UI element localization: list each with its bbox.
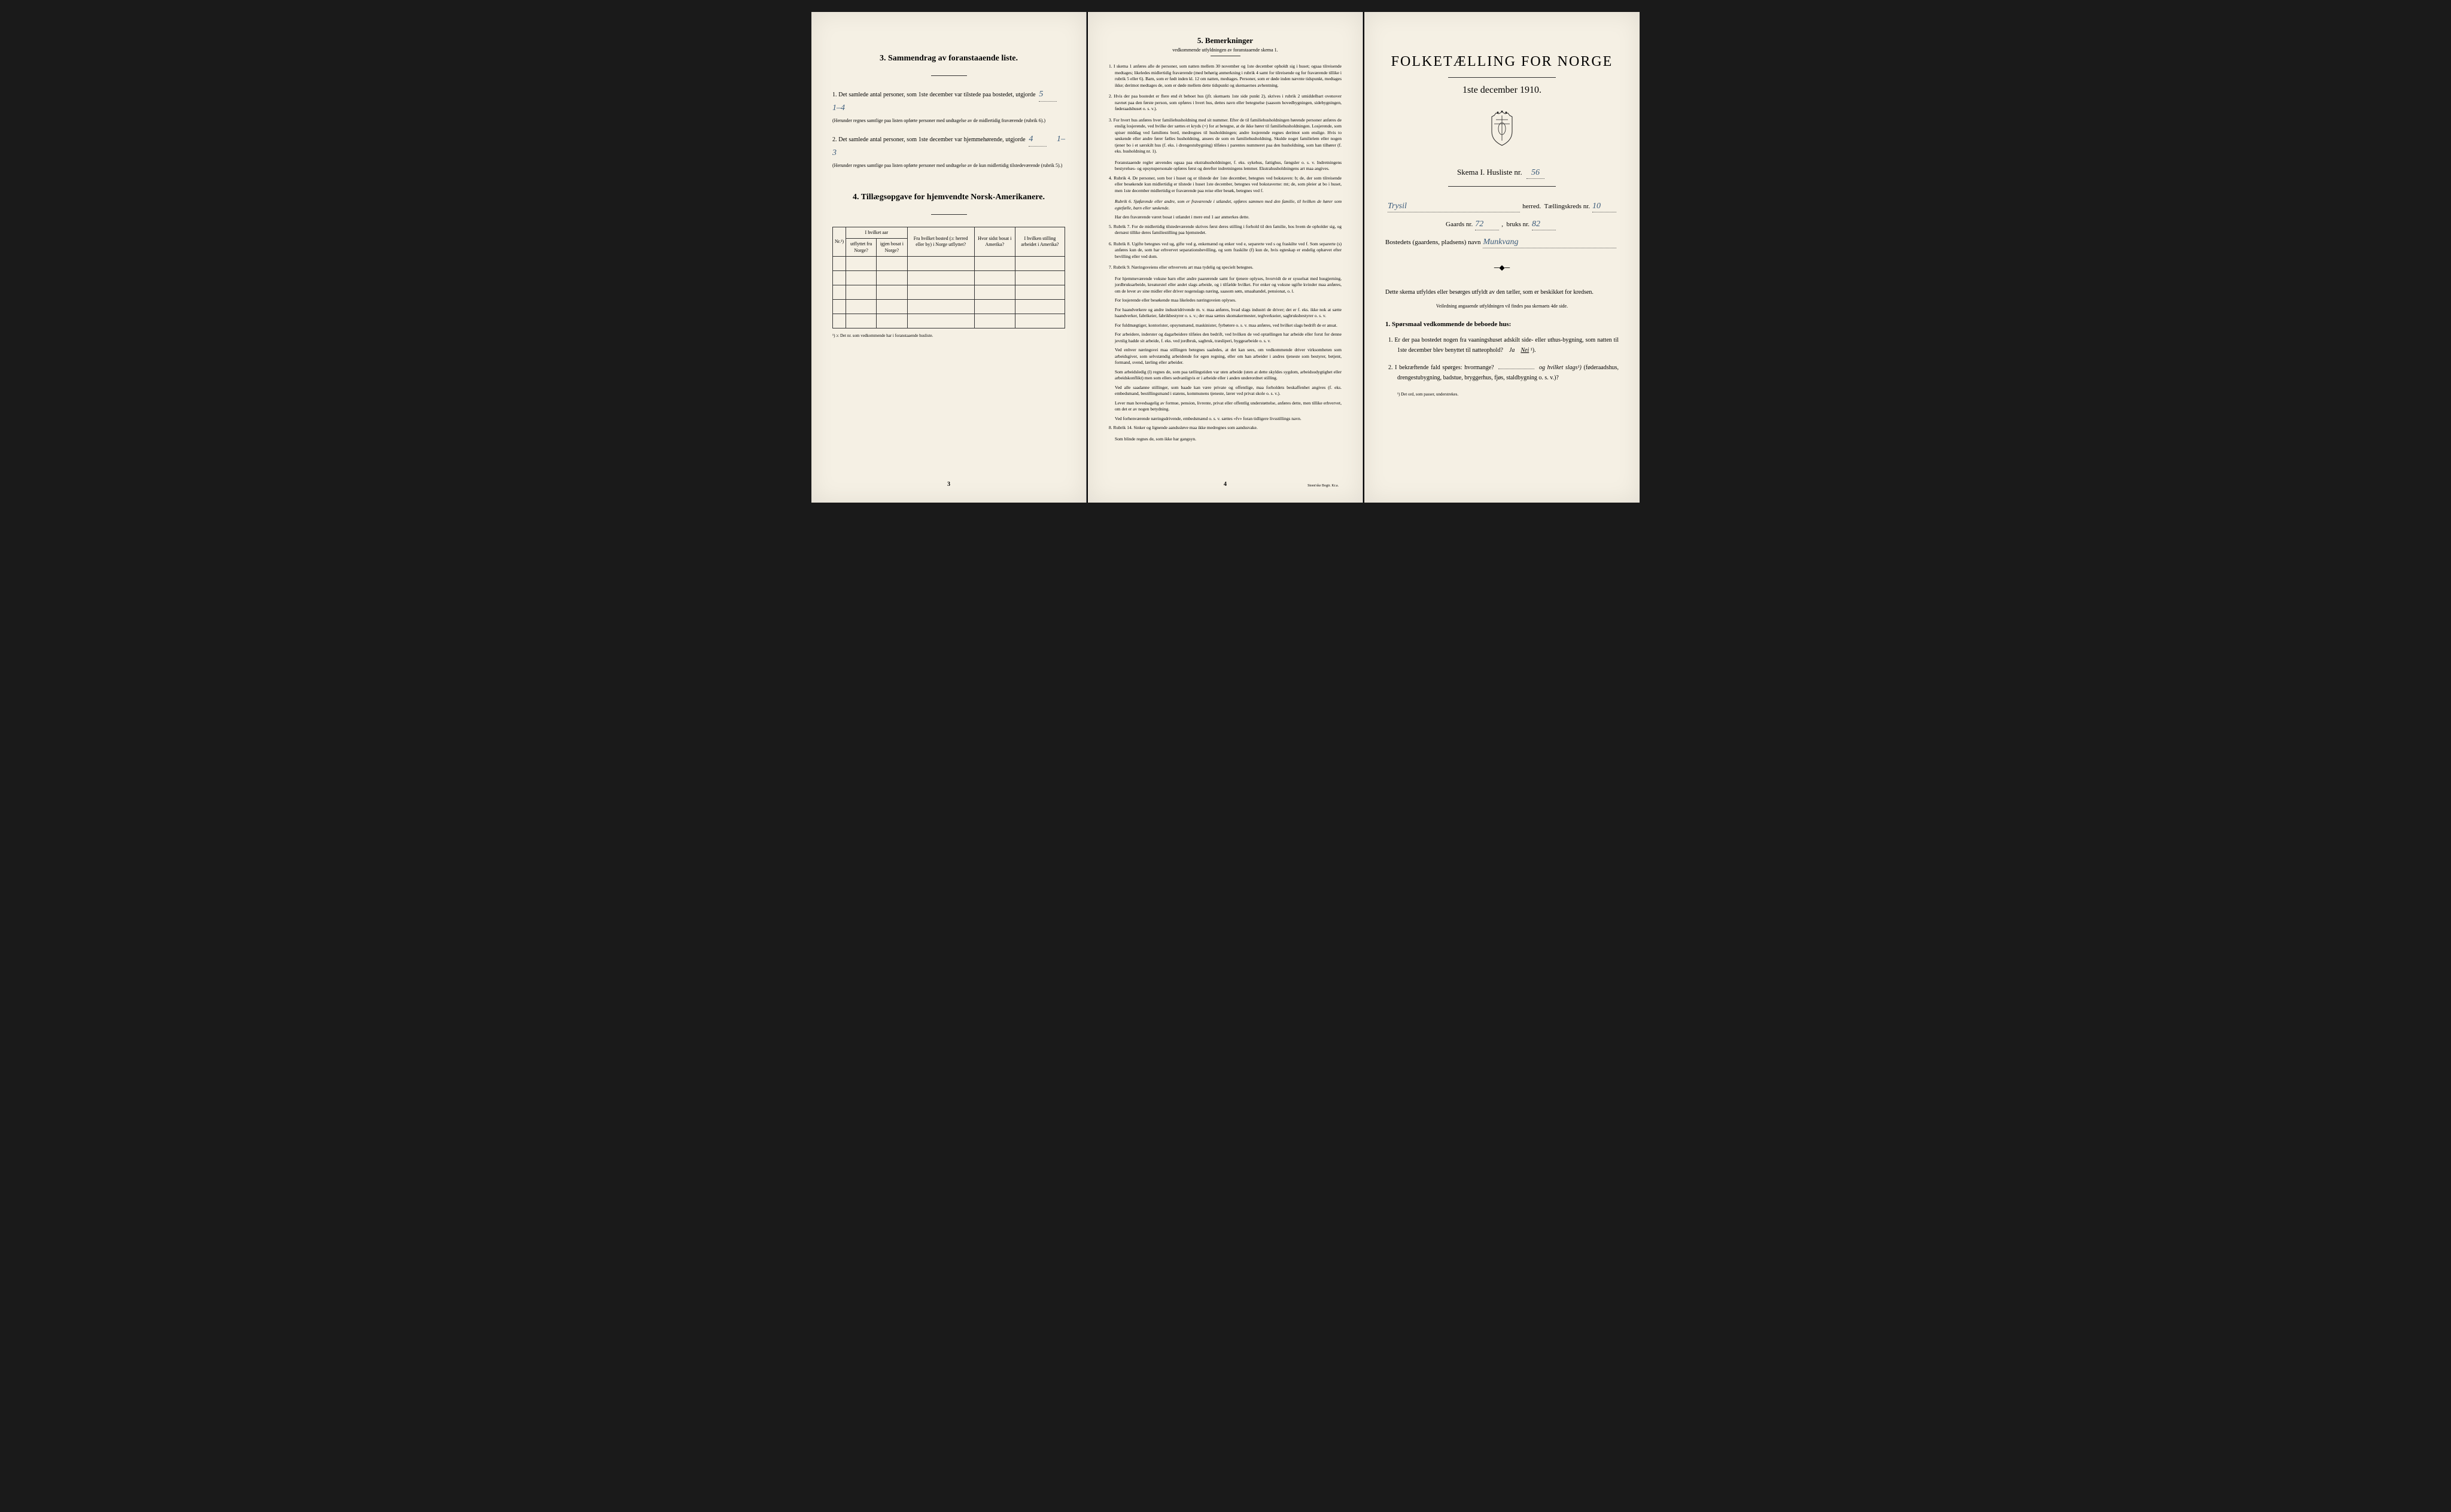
section-rule-4	[931, 214, 967, 215]
herred-line: Trysil herred. Tællingskreds nr. 10	[1385, 202, 1619, 212]
footnote: ¹) Det ord, som passer, understrekes.	[1385, 392, 1619, 397]
bosted-line: Bostedets (gaardens, pladsens) navn Munk…	[1385, 238, 1619, 248]
bruk-label: bruks nr.	[1506, 221, 1529, 228]
section3-item2: 2. Det samlede antal personer, som 1ste …	[832, 133, 1065, 169]
herred-label: herred.	[1522, 203, 1541, 210]
item1-fine: (Herunder regnes samtlige paa listen opf…	[832, 117, 1065, 124]
page-number-3: 3	[947, 481, 950, 488]
col-america: Hvor sidst bosat i Amerika?	[974, 227, 1015, 256]
herred-value: Trysil	[1388, 202, 1520, 212]
coat-of-arms-icon	[1385, 111, 1619, 150]
q1-ja: Ja	[1509, 347, 1515, 354]
page-3: 3. Sammendrag av foranstaaende liste. 1.…	[811, 12, 1087, 503]
bem-para-ledig: Som arbeidsledig (l) regnes de, som paa …	[1109, 369, 1342, 382]
bem-para-fravar: Har den fraværende været bosat i utlande…	[1109, 214, 1342, 221]
item1-extra: 1–4	[832, 104, 845, 112]
bem-para-naring: Ved enhver næringsvei maa stillingen bet…	[1109, 347, 1342, 366]
page-4: 5. Bemerkninger vedkommende utfyldningen…	[1088, 12, 1363, 503]
bemerkninger-heading: 5. Bemerkninger	[1109, 36, 1342, 45]
question-2: 2. I bekræftende fald spørges: hvormange…	[1385, 363, 1619, 383]
bem-item-1: 1. I skema 1 anføres alle de personer, s…	[1109, 63, 1342, 89]
question-1: 1. Er der paa bostedet nogen fra vaaning…	[1385, 335, 1619, 355]
ornament-icon: ─◆─	[1385, 263, 1619, 272]
skema-label: Skema I. Husliste nr.	[1457, 168, 1522, 177]
col-position: I hvilken stilling arbeidet i Amerika?	[1015, 227, 1065, 256]
gaard-value: 72	[1475, 220, 1499, 230]
section-rule	[931, 75, 967, 76]
bem-item-8: 8. Rubrik 14. Sinker og lignende aandssl…	[1109, 425, 1342, 431]
section3-item1: 1. Det samlede antal personer, som 1ste …	[832, 88, 1065, 124]
bem-item-6: 6. Rubrik 8. Ugifte betegnes ved ug, gif…	[1109, 241, 1342, 260]
q2-text: 2. I bekræftende fald spørges: hvormange…	[1388, 364, 1494, 371]
col-year: I hvilket aar	[846, 227, 908, 238]
col-from: Fra hvilket bosted (ɔ: herred eller by) …	[907, 227, 974, 256]
bem-item-2: 2. Hvis der paa bostedet er flere end ét…	[1109, 93, 1342, 112]
printer-mark: Steen'ske Bogtr. Kr.a.	[1307, 484, 1339, 488]
page-title: FOLKETÆLLING FOR NORGE 1ste december 191…	[1364, 12, 1640, 503]
bosted-value: Munkvang	[1483, 238, 1616, 248]
gaard-line: Gaards nr. 72, bruks nr. 82	[1385, 220, 1619, 230]
q1-text: 1. Er der paa bostedet nogen fra vaaning…	[1388, 337, 1619, 354]
gaard-label: Gaards nr.	[1446, 221, 1473, 228]
bem-item-4: 4. Rubrik 4. De personer, som bor i huse…	[1109, 175, 1342, 194]
bem-para-losj: For losjerende eller besøkende maa likel…	[1109, 297, 1342, 304]
table-footnote: ¹) ɔ: Det nr. som vedkommende har i fora…	[832, 333, 1065, 338]
bem-item-7: 7. Rubrik 9. Næringsveiens eller erhverv…	[1109, 264, 1342, 271]
bem-para-fuldm: For fuldmægtiger, kontorister, opsynsmæn…	[1109, 323, 1342, 329]
col-returned: igjen bosat i Norge?	[877, 239, 908, 257]
bemerkninger-sub: vedkommende utfyldningen av foranstaaend…	[1109, 47, 1342, 53]
bruk-value: 82	[1532, 220, 1556, 230]
col-nr: Nr.¹)	[833, 227, 846, 256]
subtitle: 1ste december 1910.	[1385, 85, 1619, 96]
item1-text: 1. Det samlede antal personer, som 1ste …	[832, 92, 1036, 98]
bem-para-haand: For haandverkere og andre industridriven…	[1109, 307, 1342, 320]
item2-text: 2. Det samlede antal personer, som 1ste …	[832, 136, 1026, 143]
bem-item-5: 5. Rubrik 7. For de midlertidig tilstede…	[1109, 224, 1342, 236]
emigrant-table: Nr.¹) I hvilket aar Fra hvilket bosted (…	[832, 227, 1065, 338]
page-number-4: 4	[1224, 481, 1227, 488]
husliste-nr: 56	[1526, 168, 1544, 179]
census-document: 3. Sammendrag av foranstaaende liste. 1.…	[811, 12, 1640, 503]
q1-sup: ¹).	[1531, 347, 1536, 354]
skema-line: Skema I. Husliste nr. 56	[1385, 168, 1619, 179]
item2-fine: (Herunder regnes samtlige paa listen opf…	[832, 162, 1065, 169]
question-heading: 1. Spørsmaal vedkommende de beboede hus:	[1385, 321, 1619, 328]
item1-value: 5	[1039, 88, 1057, 102]
kreds-label: Tællingskreds nr.	[1544, 203, 1590, 210]
kreds-value: 10	[1592, 202, 1616, 212]
section-3-heading: 3. Sammendrag av foranstaaende liste.	[832, 54, 1065, 63]
bem-para-fv: Ved forhenværende næringsdrivende, embed…	[1109, 416, 1342, 422]
section-4-heading: 4. Tillægsopgave for hjemvendte Norsk-Am…	[832, 193, 1065, 202]
instructions: Dette skema utfyldes eller besørges utfy…	[1385, 287, 1619, 297]
q1-nei: Nei	[1521, 347, 1529, 354]
bem-para-ekstra: Foranstaaende regler anvendes ogsaa paa …	[1109, 160, 1342, 172]
instructions-sub: Veiledning angaaende utfyldningen vil fi…	[1385, 303, 1619, 309]
bem-para-arb: For arbeidere, inderster og dagarbeidere…	[1109, 331, 1342, 344]
bem-para-blind: Som blinde regnes de, som ikke har gangs…	[1109, 436, 1342, 443]
bem-item-3: 3. For hvert hus anføres hver familiehus…	[1109, 117, 1342, 155]
bem-para-rubrik6: Rubrik 6. Sjøfarende eller andre, som er…	[1109, 199, 1342, 211]
bosted-label: Bostedets (gaardens, pladsens) navn	[1385, 239, 1480, 246]
item2-value: 4	[1029, 133, 1047, 147]
q2-mid: og hvilket slags¹)	[1539, 364, 1582, 371]
footnote-text: ¹) Det ord, som passer, understrekes.	[1397, 392, 1458, 397]
form-table: Nr.¹) I hvilket aar Fra hvilket bosted (…	[832, 227, 1065, 328]
title-rule	[1448, 77, 1556, 78]
bem-para-hjemme: For hjemmeværende voksne barn eller andr…	[1109, 276, 1342, 295]
bem-para-formue: Lever man hovedsagelig av formue, pensio…	[1109, 400, 1342, 413]
col-emigrated: utflyttet fra Norge?	[846, 239, 877, 257]
bem-para-still: Ved alle saadanne stillinger, som baade …	[1109, 385, 1342, 397]
skema-rule	[1448, 186, 1556, 187]
main-title: FOLKETÆLLING FOR NORGE	[1385, 54, 1619, 70]
